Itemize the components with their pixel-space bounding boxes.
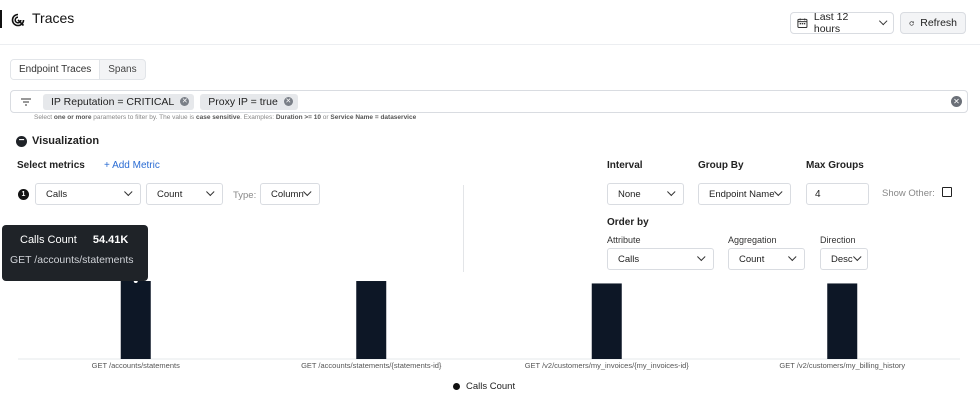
direction-value: Desc	[831, 253, 853, 265]
x-tick-label: GET /accounts/statements	[92, 361, 180, 370]
order-aggregation-value: Count	[739, 253, 765, 265]
filter-chip-label: Proxy IP = true	[208, 95, 278, 108]
chart-type-value: Column	[271, 188, 304, 200]
tooltip-value: 54.41K	[92, 234, 129, 246]
calendar-icon	[797, 18, 808, 29]
filter-chip-label: IP Reputation = CRITICAL	[51, 95, 175, 108]
chart-bar[interactable]	[827, 283, 858, 359]
type-label: Type:	[233, 190, 257, 201]
hint-bold: case sensitive	[195, 114, 241, 121]
chart-bar[interactable]	[120, 281, 151, 359]
chart-tooltip: Calls Count 54.41K GET /accounts/stateme…	[2, 225, 148, 281]
interval-label: Interval	[607, 160, 643, 171]
chevron-down-icon	[303, 187, 312, 197]
direction-label: Direction	[820, 235, 856, 245]
chart-bar[interactable]	[591, 283, 622, 359]
traces-icon	[11, 13, 25, 27]
metric-index-badge: 1	[18, 189, 29, 200]
tooltip-label: Calls Count	[20, 234, 77, 246]
filter-chip[interactable]: IP Reputation = CRITICAL ✕	[43, 93, 195, 110]
refresh-icon	[909, 20, 914, 26]
interval-select[interactable]: None	[607, 183, 684, 205]
chevron-down-icon	[667, 187, 676, 197]
left-accent-bar	[0, 10, 2, 28]
hint-text: or	[320, 114, 331, 121]
order-attribute-label: Attribute	[607, 235, 641, 245]
add-metric-button[interactable]: + Add Metric	[104, 160, 160, 171]
hint-bold: one or more	[53, 114, 92, 121]
x-tick-label: GET /v2/customers/my_billing_history	[779, 361, 905, 370]
order-attribute-select[interactable]: Calls	[607, 248, 714, 270]
aggregation-select-value: Count	[157, 188, 183, 200]
chart-legend[interactable]: Calls Count	[453, 381, 515, 392]
chevron-down-icon	[697, 252, 706, 262]
interval-value: None	[618, 188, 641, 200]
metric-select-value: Calls	[46, 188, 68, 200]
order-attribute-value: Calls	[618, 253, 640, 265]
view-tabs: Endpoint Traces Spans	[10, 59, 146, 80]
filter-icon	[21, 97, 31, 106]
visualization-label: Visualization	[32, 135, 100, 147]
group-by-value: Endpoint Name	[709, 188, 775, 200]
metric-select[interactable]: Calls	[35, 183, 141, 205]
select-metrics-label: Select metrics	[17, 160, 85, 171]
chart-bar[interactable]	[356, 281, 387, 359]
chevron-down-icon	[206, 187, 215, 197]
refresh-button[interactable]: Refresh	[900, 12, 966, 34]
filter-bar[interactable]: IP Reputation = CRITICAL ✕ Proxy IP = tr…	[10, 90, 968, 113]
page-title: Traces	[32, 10, 75, 26]
hint-bold: Duration >= 10	[275, 114, 321, 121]
x-tick-label: GET /v2/customers/my_invoices/{my_invoic…	[525, 361, 690, 370]
filter-hint: Select one or more parameters to filter …	[34, 114, 416, 121]
chevron-down-icon	[879, 16, 888, 25]
calls-count-chart: GET /accounts/statements GET /accounts/st…	[18, 278, 960, 370]
hint-text: . Examples:	[240, 114, 276, 121]
hint-text: parameters to filter by. The value is	[91, 114, 196, 121]
chevron-down-icon	[124, 187, 133, 197]
tab-endpoint-traces[interactable]: Endpoint Traces	[11, 60, 101, 79]
remove-filter-icon[interactable]: ✕	[283, 97, 293, 106]
hint-bold: Service Name = dataservice	[330, 114, 417, 121]
aggregation-select[interactable]: Count	[146, 183, 223, 205]
chevron-down-icon	[853, 252, 862, 262]
chart-type-select[interactable]: Column	[260, 183, 320, 205]
refresh-label: Refresh	[920, 17, 957, 29]
direction-select[interactable]: Desc	[820, 248, 868, 270]
legend-label: Calls Count	[466, 381, 516, 392]
clear-filters-icon[interactable]: ✕	[951, 96, 962, 107]
collapse-icon: −	[16, 135, 27, 147]
show-other-label: Show Other:	[882, 188, 935, 199]
chevron-down-icon	[774, 187, 783, 197]
group-by-label: Group By	[698, 160, 744, 171]
filter-chip[interactable]: Proxy IP = true ✕	[200, 93, 298, 110]
order-by-label: Order by	[607, 217, 649, 228]
x-tick-label: GET /accounts/statements/{statements-id}	[301, 361, 442, 370]
time-range-label: Last 12 hours	[813, 11, 849, 35]
show-other-checkbox[interactable]	[942, 187, 952, 197]
remove-filter-icon[interactable]: ✕	[180, 97, 190, 106]
hint-text: Select	[34, 114, 54, 121]
header-divider	[0, 44, 980, 45]
legend-dot	[453, 383, 460, 390]
visualization-toggle[interactable]: − Visualization	[16, 135, 99, 147]
max-groups-input[interactable]: 4	[806, 183, 869, 205]
time-range-picker[interactable]: Last 12 hours	[790, 11, 894, 35]
tooltip-category: GET /accounts/statements	[10, 254, 134, 266]
order-aggregation-select[interactable]: Count	[728, 248, 805, 270]
max-groups-label: Max Groups	[806, 160, 864, 171]
tab-spans[interactable]: Spans	[108, 64, 137, 75]
panel-divider	[463, 185, 464, 272]
chevron-down-icon	[788, 252, 797, 262]
order-aggregation-label: Aggregation	[728, 235, 777, 245]
group-by-select[interactable]: Endpoint Name	[698, 183, 791, 205]
